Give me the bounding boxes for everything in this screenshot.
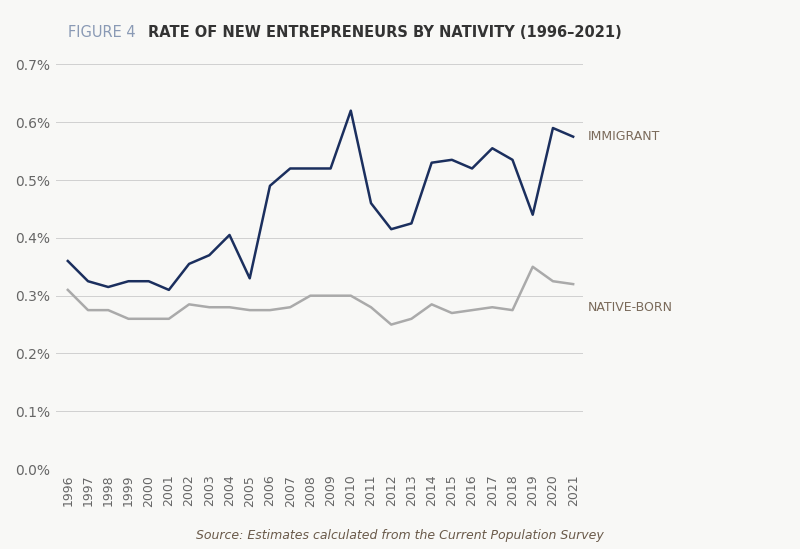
Text: RATE OF NEW ENTREPRENEURS BY NATIVITY (1996–2021): RATE OF NEW ENTREPRENEURS BY NATIVITY (1… [148,25,622,40]
Text: IMMIGRANT: IMMIGRANT [587,130,660,143]
Text: NATIVE-BORN: NATIVE-BORN [587,301,672,313]
Text: Source: Estimates calculated from the Current Population Survey: Source: Estimates calculated from the Cu… [196,529,604,542]
Text: FIGURE 4: FIGURE 4 [68,25,136,40]
